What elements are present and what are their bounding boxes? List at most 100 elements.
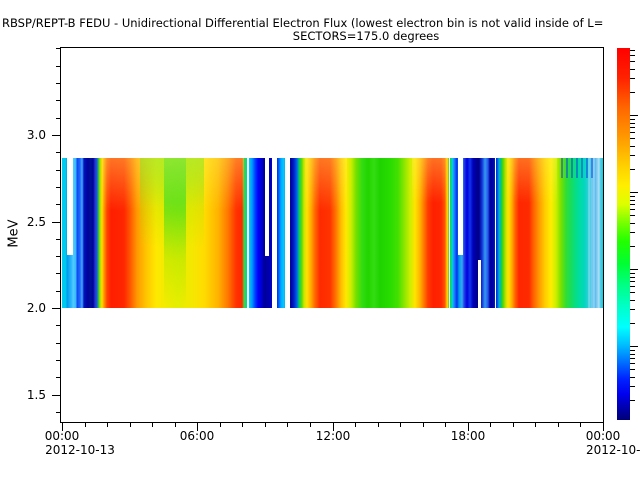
colorbar-major-tick: [630, 115, 638, 116]
data-gap: [448, 158, 450, 308]
x-axis-minor-tick: [85, 423, 86, 427]
colorbar-minor-tick: [630, 204, 635, 205]
plot-title-line2: SECTORS=175.0 degrees: [292, 29, 440, 43]
plot-area: [60, 47, 604, 423]
band-feature: [507, 158, 557, 203]
y-axis-label: MeV: [6, 219, 22, 248]
data-gap: [67, 158, 73, 256]
x-axis-major-tick: [468, 423, 469, 431]
colorbar-major-tick: [630, 192, 638, 193]
x-axis-minor-tick: [423, 423, 424, 427]
x-tick-label: 00:00: [585, 429, 621, 443]
x-axis-major-tick: [197, 423, 198, 431]
colorbar-minor-tick: [630, 232, 635, 233]
colorbar-minor-tick: [630, 363, 635, 364]
colorbar-minor-tick: [630, 196, 635, 197]
x-axis-minor-tick: [558, 423, 559, 427]
colorbar-minor-tick: [630, 215, 635, 216]
y-axis-minor-tick: [56, 48, 60, 49]
x-axis-minor-tick: [152, 423, 153, 427]
colorbar-minor-tick: [630, 281, 635, 282]
y-axis-minor-tick: [56, 66, 60, 67]
data-gap: [494, 158, 497, 308]
x-axis-minor-tick: [535, 423, 536, 427]
x-axis-minor-tick: [378, 423, 379, 427]
x-axis-minor-tick: [265, 423, 266, 427]
colorbar-minor-tick: [630, 273, 635, 274]
x-axis-minor-tick: [220, 423, 221, 427]
data-gap: [458, 158, 464, 256]
x-axis-minor-tick: [400, 423, 401, 427]
x-axis-minor-tick: [310, 423, 311, 427]
colorbar-minor-tick: [630, 155, 635, 156]
colorbar-minor-tick: [630, 69, 635, 70]
y-axis-minor-tick: [56, 170, 60, 171]
band-feature: [305, 158, 347, 211]
colorbar-minor-tick: [630, 354, 635, 355]
y-axis-major-tick: [52, 308, 60, 309]
colorbar-minor-tick: [630, 377, 635, 378]
colorbar-minor-tick: [630, 309, 635, 310]
colorbar-minor-tick: [630, 92, 635, 93]
y-axis-major-tick: [52, 395, 60, 396]
x-tick-label: 06:00: [179, 429, 215, 443]
colorbar-minor-tick: [630, 277, 635, 278]
y-axis-minor-tick: [56, 100, 60, 101]
data-gap: [477, 260, 481, 308]
colorbar-minor-tick: [630, 350, 635, 351]
y-axis-minor-tick: [56, 291, 60, 292]
x-axis-date-start: 2012-10-13: [45, 443, 115, 457]
colorbar-minor-tick: [630, 61, 635, 62]
data-gap: [265, 158, 269, 256]
colorbar-minor-tick: [630, 127, 635, 128]
plot-title-line1: RBSP/REPT-B FEDU - Unidirectional Differ…: [2, 16, 604, 30]
band-feature: [412, 158, 447, 203]
x-tick-label: 00:00: [44, 429, 80, 443]
x-axis-major-tick: [62, 423, 63, 431]
colorbar-minor-tick: [630, 323, 635, 324]
colorbar-minor-tick: [630, 386, 635, 387]
y-tick-label: 1.5: [26, 388, 46, 402]
y-axis-minor-tick: [56, 325, 60, 326]
band-feature: [102, 158, 244, 211]
y-axis-minor-tick: [56, 412, 60, 413]
x-tick-label: 12:00: [315, 429, 351, 443]
x-axis-minor-tick: [242, 423, 243, 427]
colorbar-minor-tick: [630, 286, 635, 287]
colorbar-minor-tick: [630, 358, 635, 359]
x-axis-minor-tick: [513, 423, 514, 427]
band-feature: [561, 158, 594, 178]
colorbar-minor-tick: [630, 138, 635, 139]
colorbar-minor-tick: [630, 78, 635, 79]
colorbar-minor-tick: [630, 169, 635, 170]
colorbar: [617, 48, 630, 420]
x-axis-date-end: 2012-10-14: [586, 443, 640, 457]
colorbar-minor-tick: [630, 246, 635, 247]
colorbar-minor-tick: [630, 300, 635, 301]
y-axis-minor-tick: [56, 187, 60, 188]
colorbar-minor-tick: [630, 146, 635, 147]
y-axis-major-tick: [52, 135, 60, 136]
y-axis-minor-tick: [56, 239, 60, 240]
y-tick-label: 2.5: [26, 215, 46, 229]
y-axis-minor-tick: [56, 118, 60, 119]
x-axis-major-tick: [333, 423, 334, 431]
spectrogram-band: [62, 158, 603, 308]
x-axis-minor-tick: [445, 423, 446, 427]
y-axis-minor-tick: [56, 83, 60, 84]
band-feature: [164, 158, 186, 304]
x-tick-label: 18:00: [450, 429, 486, 443]
colorbar-minor-tick: [630, 369, 635, 370]
colorbar-minor-tick: [630, 50, 635, 51]
colorbar-minor-tick: [630, 223, 635, 224]
colorbar-minor-tick: [630, 55, 635, 56]
x-axis-major-tick: [603, 423, 604, 431]
x-axis-minor-tick: [175, 423, 176, 427]
data-gap: [285, 158, 290, 308]
x-axis-minor-tick: [130, 423, 131, 427]
colorbar-minor-tick: [630, 209, 635, 210]
colorbar-minor-tick: [630, 200, 635, 201]
data-gap: [246, 158, 249, 308]
x-axis-minor-tick: [490, 423, 491, 427]
